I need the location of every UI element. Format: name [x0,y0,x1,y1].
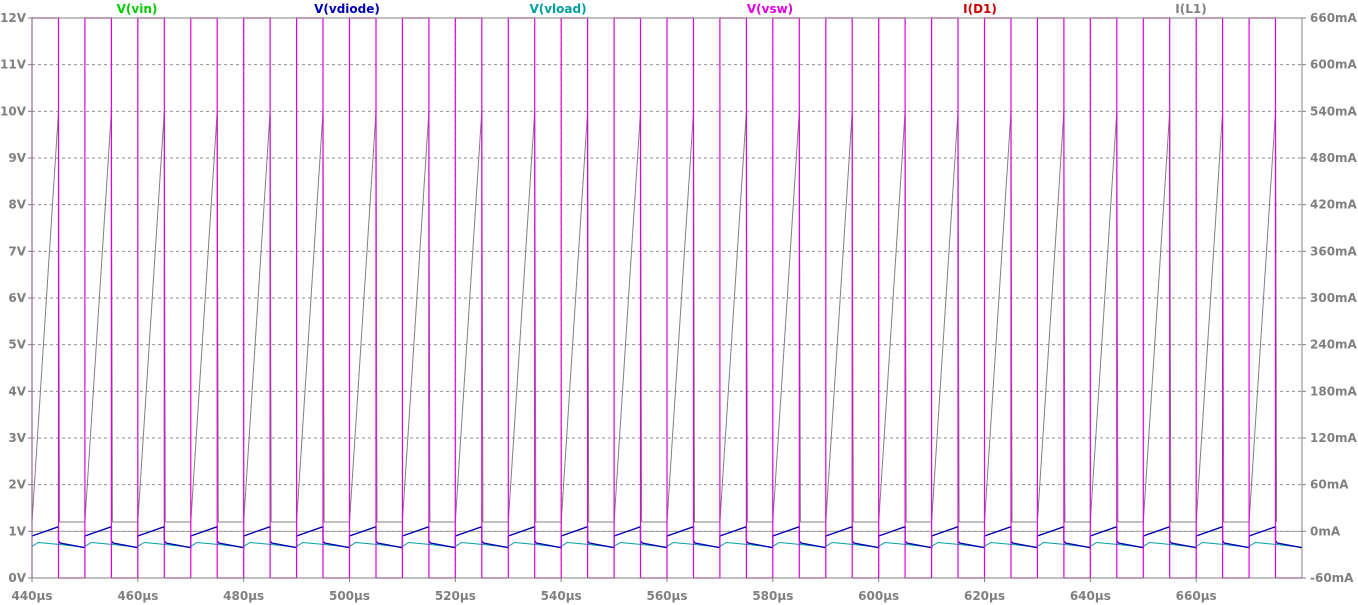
x-tick-label: 460µs [117,589,158,603]
x-tick-label: 580µs [752,589,793,603]
right-tick-label: 180mA [1310,384,1358,398]
right-tick-label: 660mA [1310,11,1358,25]
right-tick-label: 480mA [1310,151,1358,165]
series-il1 [31,111,1278,523]
left-tick-label: 8V [8,198,26,212]
x-tick-label: 660µs [1176,589,1217,603]
right-tick-label: 300mA [1310,291,1358,305]
series-vsw [31,17,1302,579]
plot-frame [31,17,1303,579]
right-tick-label: 360mA [1310,244,1358,258]
left-tick-label: 4V [8,384,26,398]
x-axis-ticks: 440µs 460µs 480µs 500µs 520µs 540µs 560µs 580µs… [11,578,1217,603]
left-tick-label: 6V [8,291,26,305]
series-group [31,17,1303,579]
legend-vvsw: V(vsw) [747,2,793,16]
left-tick-label: 11V [0,58,27,72]
left-tick-label: 7V [8,244,26,258]
right-tick-label: 540mA [1310,104,1358,118]
left-tick-label: 9V [8,151,26,165]
legend-vvload: V(vload) [529,2,586,16]
x-tick-label: 600µs [858,589,899,603]
x-tick-label: 500µs [329,589,370,603]
left-tick-label: 3V [8,431,26,445]
right-tick-label: 240mA [1310,338,1358,352]
right-tick-label: -60mA [1310,571,1354,585]
x-tick-label: 560µs [646,589,687,603]
right-tick-label: 60mA [1310,478,1349,492]
left-tick-label: 2V [8,478,26,492]
right-tick-label: 120mA [1310,431,1358,445]
x-tick-label: 480µs [223,589,264,603]
left-tick-label: 10V [0,104,27,118]
left-tick-label: 5V [8,338,26,352]
x-tick-label: 640µs [1070,589,1111,603]
legend-vvin: V(vin) [117,2,158,16]
left-tick-label: 12V [0,11,27,25]
right-tick-label: 420mA [1310,198,1358,212]
legend-vvdiode: V(vdiode) [314,2,380,16]
left-tick-label: 1V [8,524,26,538]
left-tick-label: 0V [8,571,26,585]
right-tick-label: 0mA [1310,524,1341,538]
legend-il1: I(L1) [1175,2,1206,16]
legend: V(vin) V(vdiode) V(vload) V(vsw) I(D1) I(L1) [117,2,1207,16]
right-axis-ticks: -60mA 0mA 60mA 120mA 180mA 240mA 300mA 360mA 420… [1302,11,1358,585]
x-tick-label: 520µs [435,589,476,603]
x-tick-label: 620µs [964,589,1005,603]
x-tick-label: 440µs [11,589,52,603]
legend-id1: I(D1) [963,2,997,16]
right-tick-label: 600mA [1310,58,1358,72]
x-tick-label: 540µs [541,589,582,603]
left-axis-ticks: 0V 1V 2V 3V 4V 5V 6V 7V 8V 9V 10V 11V 12V [0,11,32,585]
